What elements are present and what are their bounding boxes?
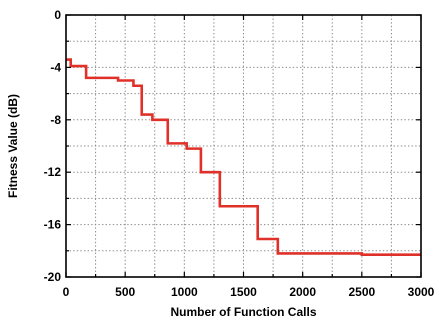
y-tick-label: -8: [50, 113, 61, 127]
series-line-0: [66, 58, 421, 257]
y-tick-label: -20: [44, 270, 62, 284]
axis-ticks: [65, 14, 422, 278]
y-tick-labels: 0 -4 -8 -12 -16 -20: [44, 8, 62, 284]
y-tick-label: -16: [44, 218, 62, 232]
x-tick-label: 2000: [289, 285, 316, 299]
y-axis-title: Fitness Value (dB): [6, 94, 20, 198]
x-tick-label: 2500: [348, 285, 375, 299]
x-tick-label: 1500: [230, 285, 257, 299]
x-tick-label: 1000: [171, 285, 198, 299]
y-tick-label: -12: [44, 165, 62, 179]
x-axis-title: Number of Function Calls: [170, 305, 316, 319]
x-tick-label: 500: [115, 285, 135, 299]
x-tick-labels: 0 500 1000 1500 2000 2500 3000: [63, 285, 435, 299]
y-tick-label: -4: [50, 60, 61, 74]
series-layer: [66, 58, 421, 257]
x-tick-label: 3000: [408, 285, 435, 299]
x-tick-label: 0: [63, 285, 70, 299]
grid: [66, 15, 421, 277]
y-tick-label: 0: [54, 8, 61, 22]
